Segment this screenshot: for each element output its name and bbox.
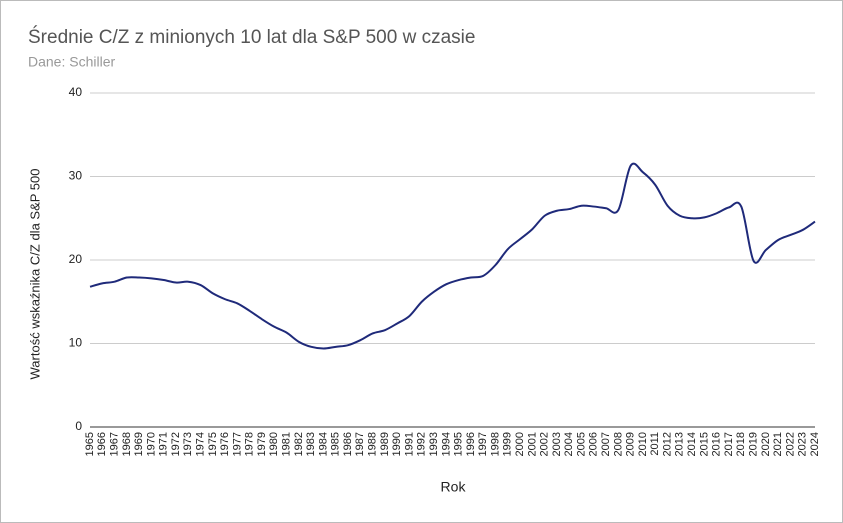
x-tick-label: 1983: [305, 432, 317, 456]
x-tick-label: 2018: [735, 432, 747, 456]
x-tick-label: 1987: [354, 432, 366, 456]
x-tick-label: 2006: [588, 432, 600, 456]
y-tick-label: 20: [69, 252, 83, 266]
chart-subtitle: Dane: Schiller: [28, 54, 115, 70]
x-tick-label: 2010: [637, 432, 649, 456]
x-tick-label: 2017: [723, 432, 735, 456]
x-tick-label: 2020: [760, 432, 772, 456]
chart-title: Średnie C/Z z minionych 10 lat dla S&P 5…: [28, 26, 475, 48]
x-tick-label: 1997: [477, 432, 489, 456]
x-tick-label: 2014: [686, 432, 698, 456]
x-axis-label: Rok: [441, 479, 467, 495]
x-tick-label: 2015: [698, 432, 710, 456]
x-tick-label: 1993: [428, 432, 440, 456]
x-tick-label: 1977: [231, 432, 243, 456]
y-axis-label: Wartość wskaźnika C/Z dla S&P 500: [27, 169, 42, 380]
x-tick-label: 2016: [711, 432, 723, 456]
x-tick-label: 2002: [539, 432, 551, 456]
x-tick-label: 2005: [575, 432, 587, 456]
x-tick-label: 1991: [403, 432, 415, 456]
x-tick-label: 2000: [514, 432, 526, 456]
x-tick-label: 1976: [219, 432, 231, 456]
x-tick-label: 2001: [526, 432, 538, 456]
x-tick-label: 1998: [489, 432, 501, 456]
x-tick-label: 1988: [367, 432, 379, 456]
x-tick-label: 1996: [465, 432, 477, 456]
x-tick-label: 2019: [747, 432, 759, 456]
x-tick-label: 1967: [108, 432, 120, 456]
x-tick-label: 1984: [317, 432, 329, 456]
y-tick-label: 10: [69, 336, 83, 350]
x-tick-label: 1972: [170, 432, 182, 456]
x-tick-label: 2003: [551, 432, 563, 456]
x-tick-label: 1985: [330, 432, 342, 456]
x-tick-label: 1994: [440, 432, 452, 456]
x-tick-label: 1975: [207, 432, 219, 456]
x-tick-label: 1982: [293, 432, 305, 456]
x-tick-label: 1989: [379, 432, 391, 456]
x-tick-label: 1986: [342, 432, 354, 456]
x-tick-label: 1969: [133, 432, 145, 456]
x-tick-label: 1999: [502, 432, 514, 456]
x-tick-label: 1973: [182, 432, 194, 456]
x-tick-label: 1981: [281, 432, 293, 456]
x-tick-label: 2007: [600, 432, 612, 456]
x-tick-label: 1971: [158, 432, 170, 456]
x-tick-label: 2022: [784, 432, 796, 456]
x-tick-label: 2011: [649, 432, 661, 456]
x-tick-label: 2008: [612, 432, 624, 456]
x-tick-label: 2023: [797, 432, 809, 456]
x-tick-label: 2021: [772, 432, 784, 456]
x-tick-label: 1995: [453, 432, 465, 456]
x-tick-label: 1980: [268, 432, 280, 456]
x-tick-label: 2024: [809, 432, 821, 456]
y-tick-label: 30: [69, 169, 83, 183]
x-tick-label: 2012: [661, 432, 673, 456]
x-tick-label: 1965: [84, 432, 96, 456]
x-tick-label: 1974: [194, 432, 206, 456]
x-tick-label: 1979: [256, 432, 268, 456]
x-tick-label: 1978: [244, 432, 256, 456]
x-tick-label: 1990: [391, 432, 403, 456]
x-tick-label: 1992: [416, 432, 428, 456]
x-tick-label: 2004: [563, 432, 575, 456]
x-tick-label: 1968: [121, 432, 133, 456]
x-tick-label: 2013: [674, 432, 686, 456]
y-tick-label: 0: [75, 419, 82, 433]
x-tick-label: 1966: [96, 432, 108, 456]
x-tick-label: 1970: [145, 432, 157, 456]
y-tick-label: 40: [69, 85, 83, 99]
line: [89, 162, 816, 350]
x-tick-label: 2009: [625, 432, 637, 456]
